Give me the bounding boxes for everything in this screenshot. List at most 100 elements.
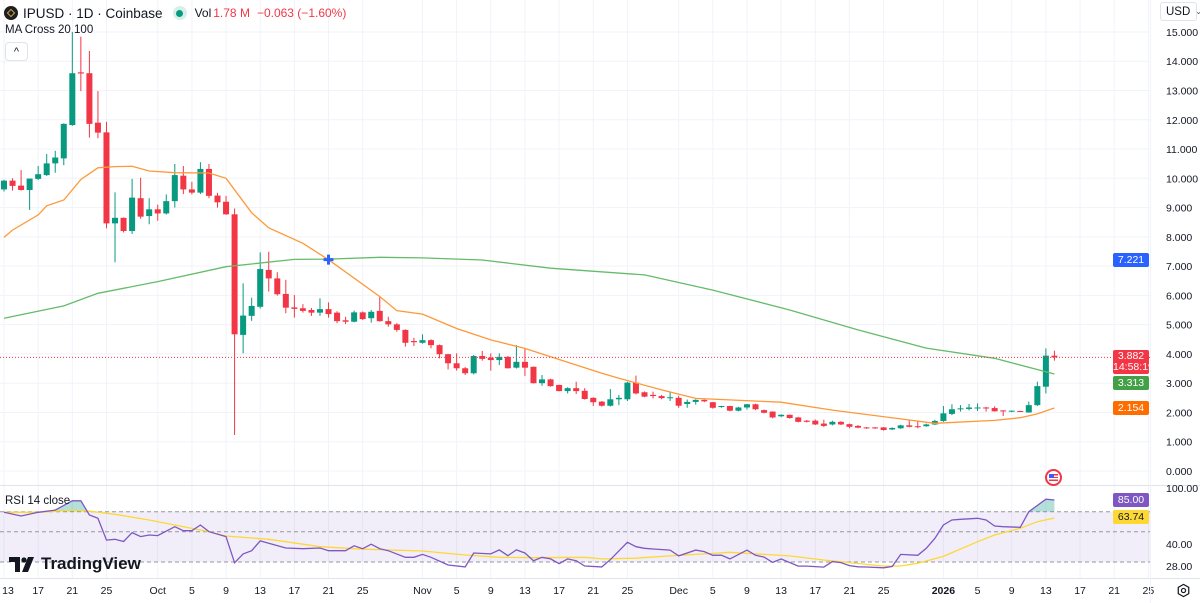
rsi-indicator-title[interactable]: RSI 14 close <box>5 495 71 507</box>
tradingview-logo[interactable]: TradingView <box>9 554 141 574</box>
time-tick-label: 25 <box>357 585 369 597</box>
us-economic-event-flag-icon[interactable] <box>1045 469 1062 486</box>
candle-body <box>1000 410 1007 412</box>
candle-body <box>743 404 750 408</box>
candle <box>154 204 161 221</box>
volume-label: Vol <box>194 6 212 20</box>
candle <box>436 344 443 359</box>
candle <box>667 391 674 402</box>
price-tick-label: 10.000 <box>1166 173 1198 185</box>
candle-body <box>974 407 981 409</box>
candle-body <box>257 269 264 307</box>
chevron-down-icon: ⌄ <box>1195 7 1200 16</box>
candle-body <box>752 404 759 410</box>
candle <box>180 166 187 195</box>
time-tick-label: 21 <box>1108 585 1120 597</box>
market-open-status-icon[interactable] <box>172 6 187 20</box>
candle <box>658 394 665 400</box>
candle-body <box>650 394 657 397</box>
candle-body <box>214 195 221 203</box>
candle <box>137 177 144 219</box>
candle <box>547 378 554 387</box>
price-tick-label: 4.000 <box>1166 349 1192 361</box>
ma-cross-indicator-title[interactable]: MA Cross 20 100 <box>5 24 94 36</box>
candle <box>77 36 84 92</box>
candle-body <box>914 426 921 428</box>
candle <box>837 421 844 426</box>
candle-body <box>129 197 136 231</box>
candle <box>897 424 904 429</box>
candle <box>171 163 178 208</box>
candle-body <box>291 307 298 309</box>
candle <box>521 348 528 376</box>
candle <box>991 406 998 412</box>
candle-body <box>547 379 554 387</box>
candle <box>35 166 42 181</box>
candle-body <box>487 357 494 361</box>
rsi-ma-badge: 63.74 <box>1113 510 1149 524</box>
candle <box>923 423 930 427</box>
candle <box>496 353 503 366</box>
candle-body <box>897 425 904 429</box>
candle-body <box>675 397 682 406</box>
candle-body <box>940 413 947 421</box>
rsi-band <box>0 511 1150 563</box>
candle-body <box>795 417 802 422</box>
candle-body <box>351 312 358 322</box>
candle-body <box>692 399 699 402</box>
candle-body <box>598 401 605 406</box>
rsi-background-band <box>0 511 1150 562</box>
candle <box>1008 410 1015 413</box>
candle-body <box>69 73 76 126</box>
candle-body <box>658 396 665 399</box>
candle <box>718 405 725 408</box>
candle <box>889 427 896 431</box>
candle <box>692 399 699 405</box>
time-tick-label: 21 <box>587 585 599 597</box>
candle <box>368 310 375 323</box>
candle-body <box>120 217 127 231</box>
candle <box>94 91 101 139</box>
candle <box>445 353 452 370</box>
settings-gear-icon[interactable] <box>1176 583 1191 598</box>
price-tick-label: 15.000 <box>1166 27 1198 39</box>
candle-body <box>470 355 477 374</box>
candle-body <box>419 340 426 343</box>
candle-body <box>957 408 964 410</box>
collapse-indicators-button[interactable]: ^ <box>5 42 28 61</box>
candle <box>863 427 870 429</box>
candle-body <box>385 321 392 325</box>
ma-cross-marker-icon <box>323 254 334 265</box>
candle-body <box>231 214 238 335</box>
candle <box>1 179 7 192</box>
candle <box>385 316 392 327</box>
price-tick-label: 6.000 <box>1166 290 1192 302</box>
cross-price-badge: 7.221 <box>1113 253 1149 267</box>
rsi-tick-label: 40.00 <box>1166 539 1192 551</box>
candle <box>829 420 836 426</box>
candle-body <box>837 421 844 425</box>
time-tick-label: 21 <box>844 585 856 597</box>
price-change: −0.063 (−1.60%) <box>256 6 347 20</box>
candle-body <box>137 198 144 217</box>
candle-body <box>632 382 639 394</box>
candle-body <box>103 132 110 224</box>
ma20-badge: 2.154 <box>1113 401 1149 415</box>
candle <box>359 311 366 320</box>
ma100-line <box>3 256 1055 375</box>
candle <box>530 366 537 384</box>
candle-body <box>1008 410 1015 412</box>
price-tick-label: 0.000 <box>1166 466 1192 478</box>
candle-body <box>479 355 486 359</box>
candle-body <box>504 356 511 369</box>
candle <box>743 403 750 410</box>
symbol-title[interactable]: IPUSD · 1D · Coinbase <box>23 5 163 21</box>
candle-body <box>863 427 870 429</box>
candle <box>43 154 50 176</box>
candle <box>590 397 597 407</box>
candle <box>257 252 264 309</box>
candle-body <box>521 361 528 368</box>
candle <box>265 251 272 292</box>
currency-dropdown[interactable]: USD ⌄ <box>1160 2 1200 21</box>
